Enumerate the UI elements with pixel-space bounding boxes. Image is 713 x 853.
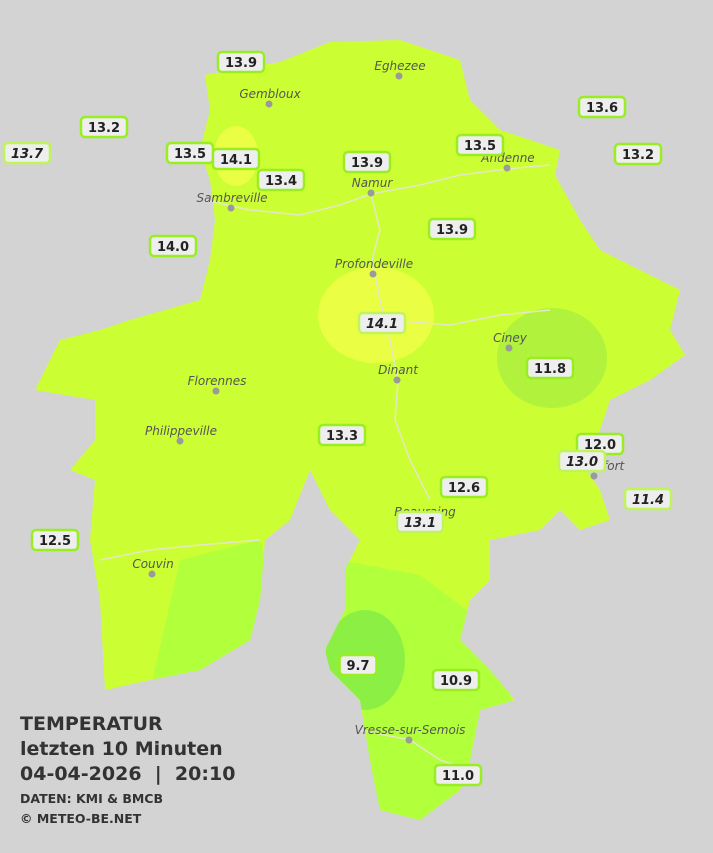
station-box bbox=[256, 168, 306, 192]
station-value: 13.3 bbox=[326, 429, 358, 444]
station-box bbox=[2, 141, 52, 165]
river bbox=[99, 539, 261, 561]
town-label: Philippeville bbox=[145, 424, 217, 438]
town-label: Vresse-sur-Semois bbox=[355, 723, 466, 737]
town-dot bbox=[505, 344, 513, 352]
datetime: 04-04-2026 | 20:10 bbox=[20, 763, 235, 785]
town-label: Couvin bbox=[132, 557, 173, 571]
town-label: Florennes bbox=[188, 374, 247, 388]
town-label: Dinant bbox=[378, 363, 419, 377]
town-label: Ciney bbox=[493, 331, 528, 345]
station-box bbox=[79, 115, 129, 139]
station-box bbox=[317, 423, 367, 447]
town-dot bbox=[227, 204, 235, 212]
station-box bbox=[433, 763, 483, 787]
station-box bbox=[525, 356, 575, 380]
station-box bbox=[30, 528, 80, 552]
station-box bbox=[342, 150, 392, 174]
town-dot bbox=[395, 72, 403, 80]
river bbox=[370, 193, 431, 501]
station-value: 13.1 bbox=[404, 516, 436, 531]
town-dot bbox=[369, 270, 377, 278]
town-label: Eghezee bbox=[374, 59, 425, 73]
station-box bbox=[439, 475, 489, 499]
station-value: 13.6 bbox=[586, 101, 618, 116]
station-value: 13.4 bbox=[265, 174, 297, 189]
station-box bbox=[357, 311, 407, 335]
town-dot bbox=[503, 164, 511, 172]
station-box bbox=[338, 653, 378, 677]
station-value: 13.7 bbox=[11, 147, 44, 162]
station-box bbox=[216, 50, 266, 74]
station-value: 11.8 bbox=[534, 362, 566, 377]
town-label: Namur bbox=[352, 176, 394, 190]
town-label: Sambreville bbox=[196, 191, 267, 205]
station-value: 13.5 bbox=[464, 139, 496, 154]
town-dot bbox=[265, 100, 273, 108]
station-value: 12.6 bbox=[448, 481, 480, 496]
station-box bbox=[613, 142, 663, 166]
town-dot bbox=[393, 376, 401, 384]
station-box bbox=[427, 217, 477, 241]
town-label: Gembloux bbox=[239, 87, 301, 101]
town-dot bbox=[405, 736, 413, 744]
station-value: 13.9 bbox=[436, 223, 468, 238]
town-dot bbox=[590, 472, 598, 480]
station-value: 13.0 bbox=[566, 455, 598, 470]
station-box bbox=[623, 487, 673, 511]
station-value: 13.5 bbox=[174, 147, 206, 162]
station-box bbox=[431, 668, 481, 692]
station-box bbox=[577, 95, 627, 119]
period: letzten 10 Minuten bbox=[20, 738, 223, 760]
town-dot bbox=[212, 387, 220, 395]
town-dot bbox=[367, 189, 375, 197]
station-value: 14.1 bbox=[366, 317, 398, 332]
station-box bbox=[211, 147, 261, 171]
station-value: 11.4 bbox=[632, 493, 664, 508]
station-value: 10.9 bbox=[440, 674, 472, 689]
station-value: 14.0 bbox=[157, 240, 189, 255]
station-box bbox=[395, 510, 445, 534]
town-dot bbox=[176, 437, 184, 445]
title: TEMPERATUR bbox=[20, 713, 163, 735]
town-dot bbox=[148, 570, 156, 578]
station-value: 11.0 bbox=[442, 769, 474, 784]
station-box bbox=[148, 234, 198, 258]
station-value: 14.1 bbox=[220, 153, 252, 168]
station-box bbox=[455, 133, 505, 157]
title-block: TEMPERATUR letzten 10 Minuten 04-04-2026… bbox=[2, 50, 673, 826]
station-value: 13.2 bbox=[88, 121, 120, 136]
town-label: Profondeville bbox=[335, 257, 413, 271]
station-value: 9.7 bbox=[346, 659, 369, 674]
station-value: 12.0 bbox=[584, 438, 616, 453]
station-value: 13.2 bbox=[622, 148, 654, 163]
station-value: 13.9 bbox=[225, 56, 257, 71]
station-box bbox=[557, 449, 607, 473]
copyright: © METEO-BE.NET bbox=[20, 811, 142, 826]
source: DATEN: KMI & BMCB bbox=[20, 791, 163, 806]
station-value: 12.5 bbox=[39, 534, 71, 549]
station-value: 13.9 bbox=[351, 156, 383, 171]
river bbox=[389, 309, 551, 326]
